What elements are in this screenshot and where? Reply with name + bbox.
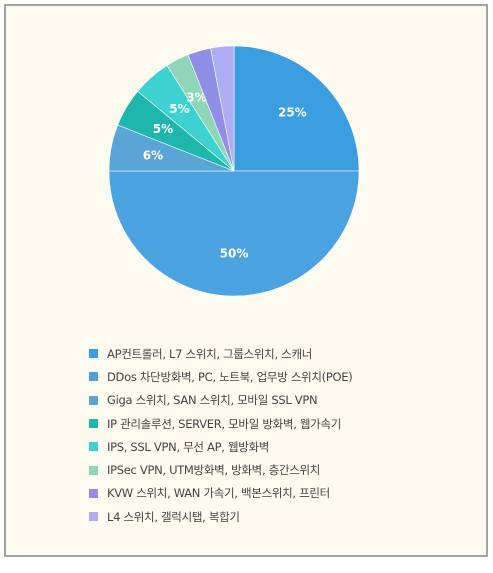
- chart-legend: AP컨트롤러, L7 스위치, 그룹스위치, 스캐너 DDos 차단방화벽, PC…: [89, 342, 469, 528]
- legend-item-5: IPS, SSL VPN, 무선 AP, 웹방화벽: [89, 435, 469, 458]
- legend-swatch: [89, 419, 98, 429]
- legend-swatch: [89, 465, 98, 475]
- legend-item-1: AP컨트롤러, L7 스위치, 그룹스위치, 스캐너: [89, 342, 469, 365]
- pie-slice-1: [233, 45, 360, 172]
- pie-slice-8: [210, 45, 235, 172]
- slice-value-label-2: 50%: [220, 247, 249, 261]
- legend-swatch: [89, 512, 98, 522]
- legend-label: Giga 스위치, SAN 스위치, 모바일 SSL VPN: [107, 393, 318, 408]
- legend-swatch: [89, 488, 98, 498]
- pie-slice-2: [108, 170, 360, 297]
- legend-item-6: IPSec VPN, UTM방화벽, 방화벽, 층간스위치: [89, 458, 469, 481]
- legend-label: L4 스위치, 갤럭시탭, 복합기: [107, 509, 240, 524]
- legend-item-3: Giga 스위치, SAN 스위치, 모바일 SSL VPN: [89, 389, 469, 412]
- legend-item-4: IP 관리솔루션, SERVER, 모바일 방화벽, 웹가속기: [89, 412, 469, 435]
- slice-value-label-5: 5%: [169, 102, 189, 116]
- pie-chart: 25%50%6%5%5%3%: [108, 45, 360, 297]
- legend-label: DDos 차단방화벽, PC, 노트북, 업무방 스위치(POE): [107, 369, 353, 384]
- legend-swatch: [89, 349, 98, 359]
- legend-item-8: L4 스위치, 갤럭시탭, 복합기: [89, 505, 469, 528]
- slice-value-label-4: 5%: [153, 122, 173, 136]
- legend-label: IPS, SSL VPN, 무선 AP, 웹방화벽: [107, 439, 270, 454]
- slice-value-label-1: 25%: [278, 106, 307, 120]
- legend-label: AP컨트롤러, L7 스위치, 그룹스위치, 스캐너: [107, 346, 313, 361]
- legend-swatch: [89, 442, 98, 452]
- legend-swatch: [89, 395, 98, 405]
- legend-label: IPSec VPN, UTM방화벽, 방화벽, 층간스위치: [107, 463, 321, 478]
- legend-item-7: KVW 스위치, WAN 가속기, 백본스위치, 프린터: [89, 482, 469, 505]
- slice-value-label-6: 3%: [186, 90, 206, 104]
- legend-label: IP 관리솔루션, SERVER, 모바일 방화벽, 웹가속기: [107, 416, 342, 431]
- slice-value-label-3: 6%: [143, 149, 163, 163]
- legend-swatch: [89, 372, 98, 382]
- legend-item-2: DDos 차단방화벽, PC, 노트북, 업무방 스위치(POE): [89, 365, 469, 388]
- legend-label: KVW 스위치, WAN 가속기, 백본스위치, 프린터: [107, 486, 330, 501]
